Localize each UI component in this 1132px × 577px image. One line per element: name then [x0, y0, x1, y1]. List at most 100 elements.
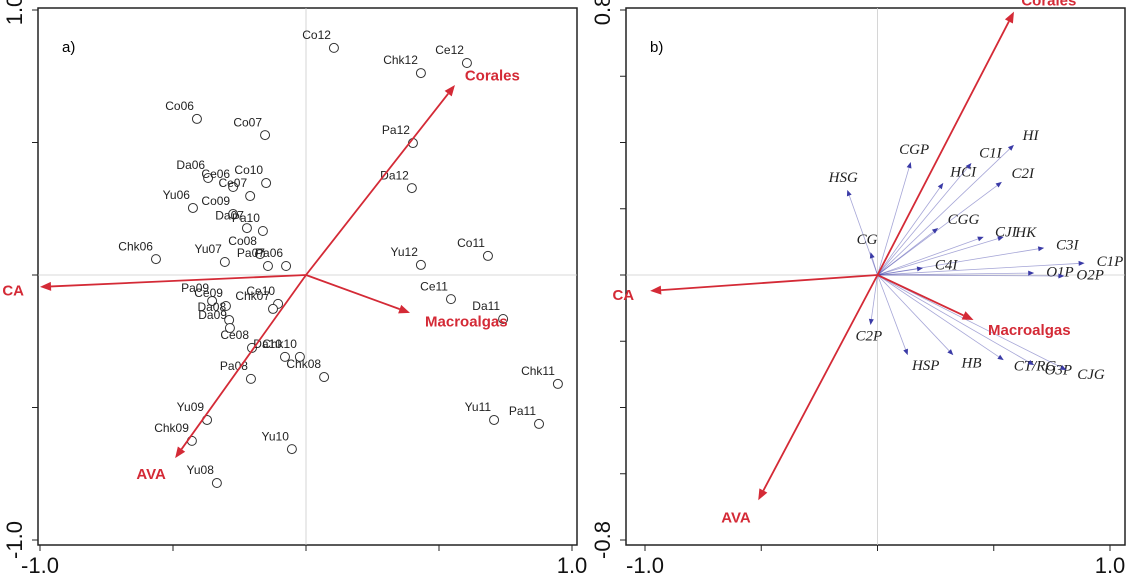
vector-head [916, 266, 924, 272]
site-label: Chk08 [286, 357, 321, 371]
vector-line [877, 238, 979, 276]
vector-line [877, 274, 999, 358]
site-point [228, 209, 239, 220]
site-label: Pa08 [220, 359, 248, 373]
x-tick-label: -1.0 [21, 553, 59, 577]
vector-line [877, 231, 934, 276]
site-point [489, 414, 500, 425]
site-label: Yu06 [163, 188, 191, 202]
vector-line [877, 263, 1079, 276]
site-label: Chk09 [154, 421, 189, 435]
site-label: Ce10 [246, 284, 275, 298]
vector-head [175, 446, 186, 459]
variable-label: Macroalgas [425, 313, 508, 330]
species-label: O2P [1076, 267, 1104, 283]
panel: b) -1.0 1.0 -0.8 0.8 HSG CG CGP HCIC1I HI C2I CGG CJ… [590, 0, 1126, 577]
vector-head [398, 304, 411, 314]
vector-line [876, 21, 1010, 276]
species-label: CG [857, 232, 878, 248]
vector-head [906, 162, 912, 169]
site-label: Da08 [197, 300, 226, 314]
site-label: Co10 [234, 163, 263, 177]
site-point [268, 303, 279, 314]
site-label: Ce11 [420, 279, 448, 293]
vector-line [877, 274, 906, 350]
site-point [150, 254, 161, 265]
species-label: HSP [911, 358, 940, 374]
panel: a) -1.0 1.0 -1.0 1.0 Co12 Chk12 Ce12 Co06 Co07 Pa1… [2, 0, 587, 577]
vector-head [997, 236, 1004, 242]
site-point [191, 113, 202, 124]
species-label: CJG [1077, 367, 1105, 383]
vector-line [305, 93, 449, 276]
species-label: O3P [1045, 363, 1073, 379]
site-label: Yu07 [194, 242, 222, 256]
vector-head [1058, 273, 1065, 279]
vector-head [1028, 270, 1035, 276]
vector-line [877, 274, 1059, 277]
species-label: HI [1022, 128, 1040, 144]
site-label: Ce12 [435, 43, 464, 57]
vector-head [931, 227, 939, 234]
species-label: HK [1014, 225, 1037, 241]
variable-label: Corales [1021, 0, 1076, 9]
vector-line [50, 274, 307, 288]
y-tick-label: -1.0 [2, 521, 27, 559]
vector-line [180, 274, 307, 450]
x-tick-label: 1.0 [557, 553, 588, 577]
site-label: Chk10 [262, 337, 297, 351]
site-label: Da09 [198, 308, 227, 322]
site-point [286, 444, 297, 455]
site-point [203, 173, 214, 184]
site-label: Chk11 [521, 364, 555, 378]
variable-label: Corales [465, 67, 520, 84]
plot-frame [625, 7, 1126, 546]
vector-line [877, 185, 998, 276]
site-point [534, 418, 545, 429]
site-point [445, 294, 456, 305]
site-label: Pa12 [382, 123, 410, 137]
site-label: Co11 [457, 236, 485, 250]
vector-head [1060, 365, 1067, 371]
site-point [245, 373, 256, 384]
site-label: Pa11 [509, 404, 536, 418]
site-label: Pa09 [181, 281, 209, 295]
vector-head [868, 318, 874, 326]
vector-line [877, 274, 1062, 368]
species-label: C1P [1097, 254, 1124, 270]
site-point [207, 295, 218, 306]
species-label: CGG [948, 212, 980, 228]
species-label: C2I [1011, 166, 1035, 182]
y-tick-label: -0.8 [590, 521, 615, 559]
variable-label: AVA [136, 466, 166, 483]
site-point [279, 351, 290, 362]
site-point [247, 342, 258, 353]
site-label: Chk06 [118, 239, 153, 253]
site-label: Ce07 [218, 176, 247, 190]
species-label: CT/RG [1014, 358, 1057, 374]
site-label: Pa07 [237, 246, 265, 260]
site-point [319, 372, 330, 383]
site-point [228, 182, 239, 193]
site-point [281, 260, 292, 271]
vector-head [1078, 260, 1085, 266]
site-point [220, 301, 231, 312]
x-tick-label: 1.0 [1095, 553, 1126, 577]
species-label: HSG [828, 170, 858, 186]
site-label: Yu09 [177, 400, 205, 414]
vector-line [877, 167, 968, 276]
vector-line [661, 274, 878, 292]
site-label: Co09 [201, 194, 230, 208]
variable-label: AVA [721, 509, 751, 526]
vector-line [877, 268, 918, 276]
species-label: HB [961, 355, 982, 371]
site-label: Chk07 [235, 289, 270, 303]
y-tick-label: 1.0 [2, 0, 27, 25]
site-label: Co08 [228, 234, 257, 248]
vector-line [848, 195, 878, 276]
vector-line [871, 257, 878, 276]
vector-head [997, 354, 1004, 361]
vector-head [1027, 359, 1035, 366]
site-label: Ce09 [194, 286, 223, 300]
vector-line [877, 248, 1039, 276]
